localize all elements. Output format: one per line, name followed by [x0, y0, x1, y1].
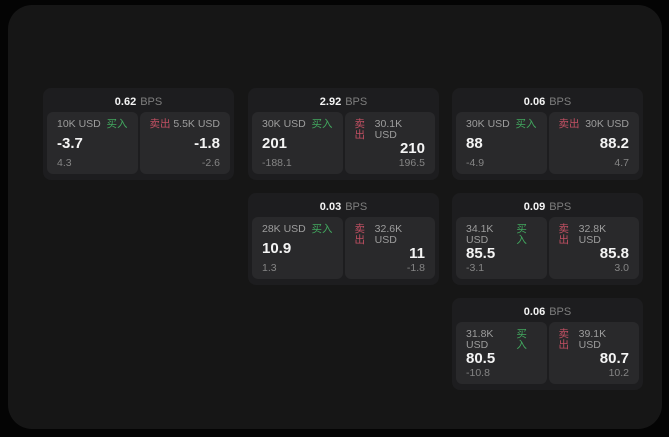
buy-delta: 1.3: [262, 261, 277, 274]
buy-side-label: 买入: [311, 118, 333, 130]
quote-card: 0.06 BPS 31.8K USD 买入 80.5 -10.8 卖出 39.1…: [452, 298, 643, 390]
sell-pane[interactable]: 卖出 32.8K USD 85.8 3.0: [548, 217, 639, 279]
bps-value: 0.03: [319, 201, 342, 213]
sell-delta: -1.8: [406, 261, 425, 274]
bps-unit: BPS: [549, 96, 572, 108]
card-header: 0.03 BPS: [252, 197, 435, 217]
sell-delta: -2.6: [201, 156, 220, 169]
buy-value: 201: [262, 135, 288, 152]
bps-unit: BPS: [345, 96, 368, 108]
card-header: 2.92 BPS: [252, 92, 435, 112]
sell-side-label: 卖出: [558, 118, 580, 130]
buy-side-label: 买入: [516, 223, 527, 246]
quote-card: 2.92 BPS 30K USD 买入 201 -188.1 卖出 30.1K …: [248, 88, 439, 180]
app-surface: 0.62 BPS 10K USD 买入 -3.7 4.3 卖出 5.5K USD…: [8, 5, 662, 429]
sell-amount: 30.1K USD: [374, 118, 403, 141]
buy-pane[interactable]: 30K USD 买入 201 -188.1: [252, 112, 343, 174]
sell-value: 11: [409, 245, 425, 263]
sell-side-label: 卖出: [354, 223, 366, 246]
sell-side-label: 卖出: [354, 118, 366, 141]
card-header: 0.62 BPS: [47, 92, 230, 112]
bps-unit: BPS: [549, 306, 572, 318]
buy-side-label: 买入: [106, 118, 128, 130]
sell-pane[interactable]: 卖出 30.1K USD 210 196.5: [344, 112, 435, 174]
bps-value: 2.92: [319, 96, 342, 108]
buy-delta: 4.3: [57, 156, 72, 169]
sell-value: 88.2: [599, 135, 629, 152]
bps-unit: BPS: [549, 201, 572, 213]
buy-pane[interactable]: 31.8K USD 买入 80.5 -10.8: [456, 322, 547, 384]
card-header: 0.06 BPS: [456, 92, 639, 112]
bps-unit: BPS: [345, 201, 368, 213]
sell-pane[interactable]: 卖出 32.6K USD 11 -1.8: [344, 217, 435, 279]
buy-amount: 30K USD: [466, 118, 510, 130]
sell-amount: 32.8K USD: [578, 223, 607, 246]
buy-amount: 34.1K USD: [466, 223, 494, 246]
buy-value: 85.5: [466, 245, 496, 263]
quote-card: 0.09 BPS 34.1K USD 买入 85.5 -3.1 卖出 32.8K…: [452, 193, 643, 285]
buy-delta: -10.8: [466, 366, 490, 379]
buy-side-label: 买入: [516, 328, 527, 351]
buy-delta: -188.1: [262, 156, 292, 169]
buy-amount: 30K USD: [262, 118, 306, 130]
buy-amount: 28K USD: [262, 223, 306, 235]
sell-delta: 4.7: [614, 156, 629, 169]
sell-delta: 196.5: [398, 156, 425, 169]
buy-side-label: 买入: [311, 223, 333, 235]
sell-amount: 5.5K USD: [173, 118, 220, 130]
buy-pane[interactable]: 28K USD 买入 10.9 1.3: [252, 217, 343, 279]
buy-amount: 10K USD: [57, 118, 101, 130]
buy-amount: 31.8K USD: [466, 328, 494, 351]
buy-pane[interactable]: 34.1K USD 买入 85.5 -3.1: [456, 217, 547, 279]
sell-delta: 3.0: [614, 261, 629, 274]
bps-value: 0.06: [523, 96, 546, 108]
buy-value: 10.9: [262, 240, 292, 257]
buy-delta: -3.1: [466, 261, 485, 274]
bps-value: 0.06: [523, 306, 546, 318]
sell-pane[interactable]: 卖出 30K USD 88.2 4.7: [548, 112, 639, 174]
sell-value: 85.8: [599, 245, 629, 263]
sell-amount: 39.1K USD: [578, 328, 607, 351]
buy-delta: -4.9: [466, 156, 485, 169]
sell-value: -1.8: [194, 135, 220, 152]
sell-amount: 30K USD: [585, 118, 629, 130]
sell-amount: 32.6K USD: [374, 223, 403, 246]
quote-card: 0.06 BPS 30K USD 买入 88 -4.9 卖出 30K USD 8…: [452, 88, 643, 180]
sell-value: 210: [399, 140, 425, 158]
bps-value: 0.09: [523, 201, 546, 213]
quote-card: 0.03 BPS 28K USD 买入 10.9 1.3 卖出 32.6K US…: [248, 193, 439, 285]
sell-side-label: 卖出: [558, 223, 570, 246]
sell-side-label: 卖出: [558, 328, 570, 351]
buy-value: 80.5: [466, 350, 496, 368]
bps-unit: BPS: [140, 96, 163, 108]
card-header: 0.09 BPS: [456, 197, 639, 217]
quote-card: 0.62 BPS 10K USD 买入 -3.7 4.3 卖出 5.5K USD…: [43, 88, 234, 180]
sell-pane[interactable]: 卖出 5.5K USD -1.8 -2.6: [139, 112, 230, 174]
sell-value: 80.7: [599, 350, 629, 368]
sell-pane[interactable]: 卖出 39.1K USD 80.7 10.2: [548, 322, 639, 384]
buy-value: -3.7: [57, 135, 83, 152]
bps-value: 0.62: [114, 96, 137, 108]
sell-delta: 10.2: [608, 366, 629, 379]
card-header: 0.06 BPS: [456, 302, 639, 322]
buy-pane[interactable]: 10K USD 买入 -3.7 4.3: [47, 112, 138, 174]
sell-side-label: 卖出: [149, 118, 171, 130]
buy-value: 88: [466, 135, 483, 152]
buy-side-label: 买入: [515, 118, 537, 130]
buy-pane[interactable]: 30K USD 买入 88 -4.9: [456, 112, 547, 174]
